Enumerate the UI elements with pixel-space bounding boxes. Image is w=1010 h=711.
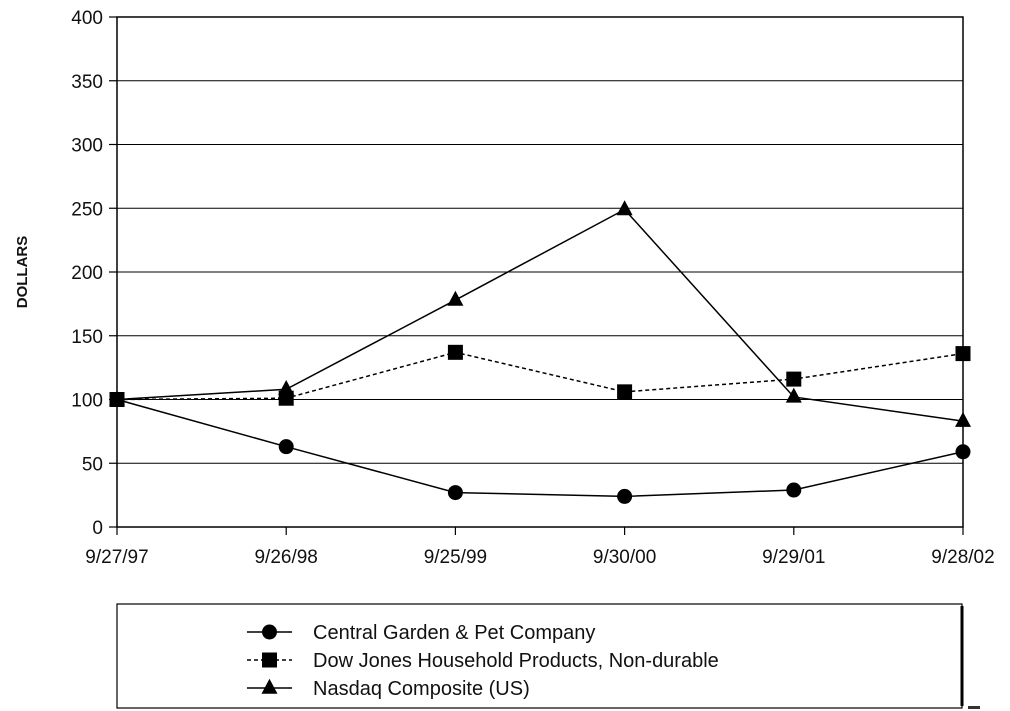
data-point-triangle	[616, 200, 633, 216]
legend-shadow-mark	[968, 706, 980, 709]
legend-marker-square	[262, 652, 277, 668]
data-point-circle	[786, 482, 802, 498]
data-point-circle	[617, 488, 633, 504]
x-tick-label: 9/25/99	[424, 547, 487, 568]
legend-label: Nasdaq Composite (US)	[313, 678, 530, 700]
series-square-points	[109, 344, 971, 407]
legend-entry: Nasdaq Composite (US)	[247, 678, 530, 700]
y-axis: 0 50 100 150 200 250 300 350 400	[71, 8, 117, 539]
legend: Central Garden & Pet Company Dow Jones Ho…	[116, 603, 980, 709]
legend-box	[116, 603, 963, 709]
data-point-triangle	[785, 387, 802, 403]
series-triangle-points	[109, 200, 971, 427]
x-tick-label: 9/29/01	[762, 547, 825, 568]
y-tick-label: 350	[71, 72, 103, 93]
gridlines	[117, 80, 963, 464]
legend-marker-circle	[262, 624, 277, 640]
series-line	[116, 398, 964, 498]
data-point-triangle	[278, 380, 295, 395]
series-circle-line	[116, 398, 964, 498]
legend-entry: Dow Jones Household Products, Non-durabl…	[247, 650, 719, 672]
x-axis: 9/27/97 9/26/98 9/25/99 9/30/00 9/29/01 9/28/…	[85, 527, 995, 568]
series-circle-points	[109, 392, 971, 504]
data-point-square	[955, 346, 971, 362]
y-tick-label: 300	[71, 136, 103, 157]
data-point-square	[617, 384, 633, 400]
data-point-triangle	[955, 411, 971, 427]
series-triangle-line	[116, 208, 964, 422]
series-layer	[109, 200, 971, 504]
data-point-triangle	[109, 390, 125, 406]
series-line	[116, 208, 964, 422]
data-point-circle	[447, 485, 463, 501]
series-line	[116, 351, 964, 401]
legend-label: Dow Jones Household Products, Non-durabl…	[313, 650, 719, 672]
y-tick-label: 150	[71, 327, 103, 348]
y-axis-title: DOLLARS	[14, 236, 31, 309]
series-square-line	[116, 351, 964, 401]
data-point-triangle	[447, 290, 464, 306]
y-tick-label: 250	[71, 199, 103, 220]
y-tick-label: 0	[92, 518, 103, 539]
legend-entry: Central Garden & Pet Company	[247, 622, 595, 644]
x-tick-label: 9/30/00	[593, 547, 656, 568]
y-tick-label: 50	[82, 454, 103, 475]
y-tick-label: 400	[71, 8, 103, 29]
x-tick-label: 9/26/98	[254, 547, 317, 568]
data-point-circle	[278, 439, 294, 455]
y-tick-label: 200	[71, 263, 103, 284]
legend-label: Central Garden & Pet Company	[313, 622, 595, 644]
legend-marker-triangle	[261, 678, 278, 694]
y-tick-label: 100	[71, 391, 103, 412]
data-point-square	[786, 371, 802, 387]
data-point-circle	[955, 444, 971, 460]
data-point-square	[447, 344, 463, 360]
x-tick-label: 9/28/02	[931, 547, 994, 568]
x-tick-label: 9/27/97	[85, 547, 148, 568]
